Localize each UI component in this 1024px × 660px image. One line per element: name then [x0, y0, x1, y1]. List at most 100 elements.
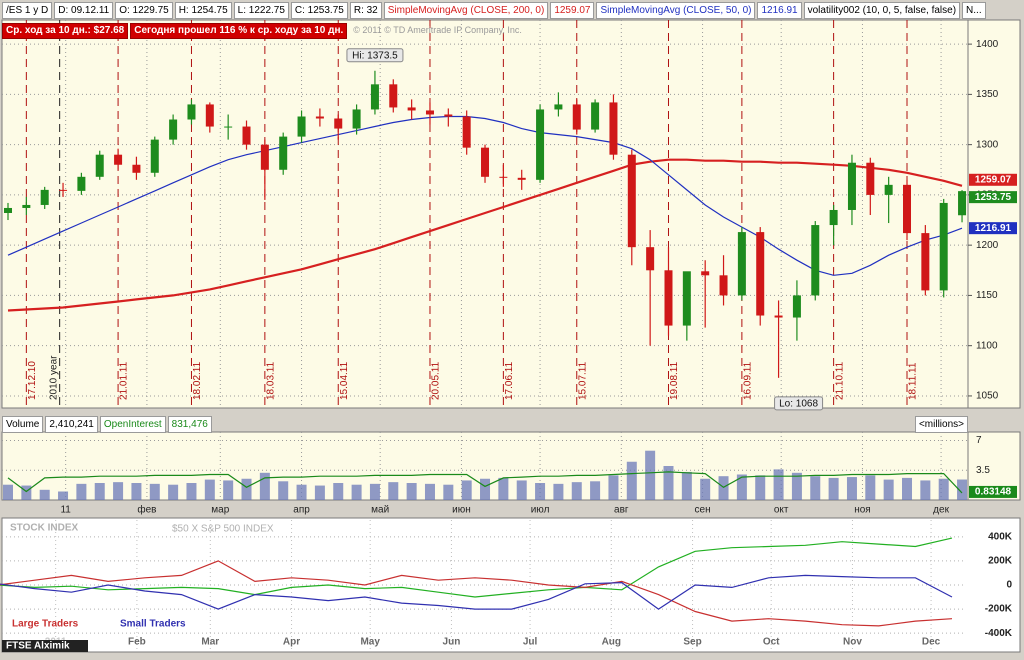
y-tick-label: -400K — [985, 628, 1013, 639]
panel-subtitle: $50 X S&P 500 INDEX — [172, 524, 274, 535]
x-tick-label: дек — [933, 505, 949, 516]
price-tag — [969, 222, 1017, 235]
y-tick-label: 0 — [1006, 580, 1012, 591]
x-tick-label: Aug — [602, 637, 621, 648]
year-marker-label: 2010 year — [48, 355, 59, 400]
volume-total: 2,410,241 — [45, 416, 98, 433]
date-marker-label: 18.03.11 — [265, 361, 276, 400]
candle-body — [829, 209, 838, 226]
volume-name: Volume — [2, 416, 44, 433]
candle-body — [884, 184, 893, 195]
volume-bar — [535, 483, 546, 500]
volume-bar — [810, 476, 821, 500]
volume-bar — [131, 483, 142, 500]
x-tick-label: Dec — [922, 637, 941, 648]
date-marker-label: 18.11.11 — [908, 362, 919, 400]
volume-bar — [645, 450, 656, 500]
candle-body — [334, 118, 343, 129]
candle-body — [297, 116, 306, 137]
x-tick-label: июл — [531, 505, 550, 516]
volume-bar — [223, 480, 234, 500]
date-marker-label: 17.06.11 — [504, 361, 515, 400]
moving-average — [7, 115, 963, 276]
candle-body — [187, 104, 196, 120]
candle-body — [22, 204, 31, 208]
candle-body — [737, 232, 746, 296]
volume-bar — [406, 483, 417, 500]
candle-body — [481, 147, 490, 177]
volume-bar — [902, 477, 913, 500]
hi-label: Hi: 1373.5 — [352, 50, 398, 61]
y-tick-label: 1300 — [976, 139, 999, 150]
volume-bar — [516, 480, 527, 500]
candle-body — [939, 202, 948, 291]
hi-box — [346, 48, 404, 63]
volume-bar — [241, 478, 252, 500]
volume-bar — [828, 477, 839, 500]
price-tag-label: 1253.75 — [975, 192, 1012, 203]
candle-body — [701, 271, 710, 276]
header-field: N... — [962, 2, 986, 19]
trader-line — [0, 537, 953, 598]
legend-label: Small Traders — [120, 619, 186, 630]
price-tag — [969, 173, 1017, 186]
price-tag — [969, 191, 1017, 204]
copyright: © 2011 © TD Ameritrade IP Company, Inc. — [353, 25, 522, 35]
candle-body — [609, 102, 618, 155]
candle-body — [517, 177, 526, 180]
volume-bar — [351, 484, 362, 500]
candle-body — [866, 162, 875, 195]
x-tick-label: May — [360, 637, 380, 648]
date-marker-label: 17.12.10 — [27, 361, 38, 400]
candle-body — [627, 154, 636, 248]
candle-body — [536, 109, 545, 180]
y-tick-label: 3.5 — [976, 465, 990, 476]
candle-body — [169, 119, 178, 140]
x-tick-label: Oct — [763, 637, 780, 648]
volume-bar — [278, 481, 289, 500]
candle-body — [847, 162, 856, 210]
volume-bar — [846, 477, 857, 500]
footer-label: FTSE Alximik — [6, 641, 70, 652]
volume-bar — [333, 483, 344, 500]
candle-body — [756, 232, 765, 316]
x-tick-label: Sep — [683, 637, 701, 648]
volume-bar — [865, 475, 876, 500]
header-field: L: 1222.75 — [233, 2, 289, 19]
candle-body — [77, 176, 86, 191]
candle-body — [150, 139, 159, 173]
candle-body — [370, 84, 379, 110]
candle-body — [646, 247, 655, 271]
price-axis-panel — [967, 19, 1021, 409]
volume-bar — [590, 481, 601, 500]
lo-box — [774, 396, 824, 411]
volume-bar — [58, 491, 69, 500]
candle-body — [903, 184, 912, 234]
volume-bar — [663, 466, 674, 500]
study-value: 1259.07 — [550, 2, 595, 19]
price-tag-label: 1259.07 — [975, 174, 1012, 185]
x-tick-label: 11 — [60, 505, 71, 516]
volume-bar — [259, 472, 270, 500]
info-header: Ср. ход за 10 дн.: $27.68 Сегодня прошел … — [2, 23, 526, 39]
candle-body — [425, 110, 434, 115]
candle-body — [389, 84, 398, 108]
footer-box — [2, 640, 88, 652]
volume-bar — [681, 471, 692, 500]
volume-bar — [369, 483, 380, 500]
volume-bar — [204, 479, 215, 500]
x-tick-label: Feb — [128, 637, 146, 648]
header-field: D: 09.12.11 — [54, 2, 114, 19]
date-marker-label: 19.08.11 — [669, 361, 680, 400]
candle-body — [132, 164, 141, 173]
volume-bar — [94, 483, 105, 500]
volume-bar — [791, 472, 802, 500]
volume-bar — [736, 474, 747, 500]
x-tick-label: Mar — [201, 637, 219, 648]
candle-body — [462, 116, 471, 148]
volume-panel — [1, 431, 969, 501]
info-badge: Сегодня прошел 116 % к ср. ходу за 10 дн… — [130, 23, 348, 39]
x-tick-label: Nov — [843, 637, 862, 648]
volume-bar — [773, 469, 784, 500]
